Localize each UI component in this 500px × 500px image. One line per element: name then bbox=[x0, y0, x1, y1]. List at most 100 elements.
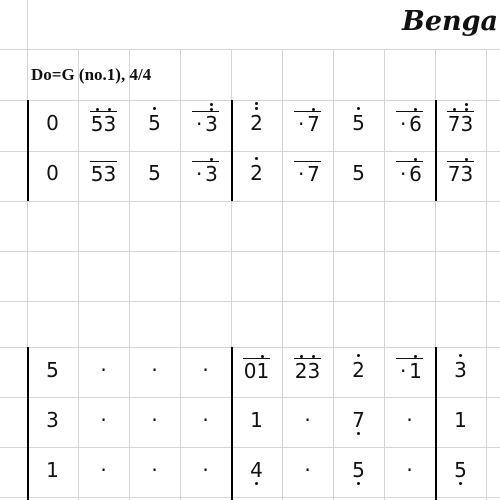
grid-column-line bbox=[282, 49, 283, 500]
note-cell[interactable]: 5 bbox=[129, 100, 180, 150]
note-cell[interactable]: 3 bbox=[27, 397, 78, 447]
note-digit: 1 bbox=[454, 408, 467, 432]
note-group: · bbox=[129, 458, 180, 482]
note-cell[interactable]: 0 bbox=[27, 150, 78, 200]
note-cell[interactable]: 1 bbox=[435, 397, 486, 447]
note-cell[interactable]: 5 bbox=[129, 150, 180, 200]
note-group: · bbox=[78, 358, 129, 382]
note-digit: 3 bbox=[104, 108, 116, 136]
note-cell[interactable]: · bbox=[384, 397, 435, 447]
rest-dot: · bbox=[297, 162, 305, 186]
note-cell[interactable]: · bbox=[78, 347, 129, 397]
note-group: 01 bbox=[231, 355, 282, 383]
octave-up-dot bbox=[413, 108, 417, 111]
note-group: 5 bbox=[27, 358, 78, 382]
beam-underline: · 1 bbox=[396, 355, 423, 383]
rest-dot: · bbox=[100, 408, 107, 432]
note-cell[interactable]: · bbox=[282, 397, 333, 447]
note-digit: 5 bbox=[90, 162, 104, 186]
rest-dot: · bbox=[304, 408, 311, 432]
note-cell[interactable]: · 6 bbox=[384, 150, 435, 200]
note-cell[interactable]: 3 bbox=[435, 347, 486, 397]
note-group: · 7 bbox=[282, 161, 333, 186]
rest-dot: · bbox=[151, 408, 158, 432]
note-cell[interactable]: · bbox=[180, 347, 231, 397]
note-cell[interactable]: 5 bbox=[333, 447, 384, 497]
key-and-time-signature[interactable]: Do=G (no.1), 4/4 bbox=[31, 65, 152, 84]
octave-up-dot bbox=[465, 108, 469, 111]
note-cell[interactable]: 2 bbox=[333, 347, 384, 397]
note-group: 73 bbox=[435, 158, 486, 186]
note-cell[interactable]: 5 bbox=[333, 100, 384, 150]
note-cell[interactable]: · bbox=[180, 397, 231, 447]
grid-column-line bbox=[27, 0, 28, 500]
note-cell[interactable]: · 7 bbox=[282, 100, 333, 150]
note-cell[interactable]: · 6 bbox=[384, 100, 435, 150]
grid-row-line bbox=[0, 301, 500, 302]
beam-underline: · 7 bbox=[294, 108, 321, 136]
note-group: 0 bbox=[27, 111, 78, 135]
beam-underline: · 3 bbox=[192, 158, 219, 186]
note-cell[interactable]: · 7 bbox=[282, 150, 333, 200]
note-digit: 2 bbox=[295, 355, 308, 383]
note-cell[interactable]: 5 bbox=[435, 447, 486, 497]
octave-down-dot bbox=[356, 432, 360, 435]
note-group: 5 bbox=[333, 161, 384, 185]
note-cell[interactable]: · bbox=[384, 447, 435, 497]
note-digit: 1 bbox=[250, 408, 263, 432]
song-title[interactable]: Benga bbox=[402, 6, 499, 37]
octave-up-dot bbox=[209, 103, 213, 106]
grid-row-line bbox=[0, 397, 500, 398]
octave-up-dot bbox=[108, 108, 112, 111]
octave-up-dot bbox=[312, 355, 316, 358]
note-cell[interactable]: · 3 bbox=[180, 100, 231, 150]
note-digit: 3 bbox=[103, 162, 117, 186]
note-cell[interactable]: 1 bbox=[27, 447, 78, 497]
note-cell[interactable]: · bbox=[78, 447, 129, 497]
note-cell[interactable]: · bbox=[129, 447, 180, 497]
note-cell[interactable]: · bbox=[129, 397, 180, 447]
octave-up-dot bbox=[413, 158, 417, 161]
note-digit: 5 bbox=[91, 108, 104, 136]
octave-up-dot bbox=[209, 158, 213, 161]
note-cell[interactable]: · bbox=[180, 447, 231, 497]
octave-up-dot bbox=[458, 354, 462, 357]
note-cell[interactable]: · 3 bbox=[180, 150, 231, 200]
rest-dot: · bbox=[399, 112, 407, 136]
note-cell[interactable]: · 1 bbox=[384, 347, 435, 397]
note-cell[interactable]: 5 bbox=[333, 150, 384, 200]
octave-up-dot bbox=[413, 355, 417, 358]
note-cell[interactable]: 7 bbox=[333, 397, 384, 447]
note-cell[interactable]: · bbox=[282, 447, 333, 497]
note-cell[interactable]: 53 bbox=[78, 150, 129, 200]
note-group: · 3 bbox=[180, 158, 231, 186]
note-cell[interactable]: 5 bbox=[27, 347, 78, 397]
measure-bar-line bbox=[435, 100, 437, 201]
rest-dot: · bbox=[151, 458, 158, 482]
measure-bar-line bbox=[27, 100, 29, 201]
note-cell[interactable]: 73 bbox=[435, 150, 486, 200]
note-cell[interactable]: 01 bbox=[231, 347, 282, 397]
note-cell[interactable]: · bbox=[78, 397, 129, 447]
beam-underline: · 6 bbox=[396, 158, 423, 186]
note-digit: 1 bbox=[409, 355, 422, 383]
octave-up-dot bbox=[209, 108, 213, 111]
note-cell[interactable]: · bbox=[129, 347, 180, 397]
note-cell[interactable]: 4 bbox=[231, 447, 282, 497]
note-cell[interactable]: 1 bbox=[231, 397, 282, 447]
note-cell[interactable]: 2 bbox=[231, 100, 282, 150]
note-cell[interactable]: 2 bbox=[231, 150, 282, 200]
note-digit: 7 bbox=[352, 408, 365, 435]
note-group: 5 bbox=[435, 458, 486, 485]
rest-dot: · bbox=[195, 162, 203, 186]
grid-column-line bbox=[78, 49, 79, 500]
grid-row-line bbox=[0, 347, 500, 348]
grid-row-line bbox=[0, 100, 500, 101]
note-cell[interactable]: 0 bbox=[27, 100, 78, 150]
